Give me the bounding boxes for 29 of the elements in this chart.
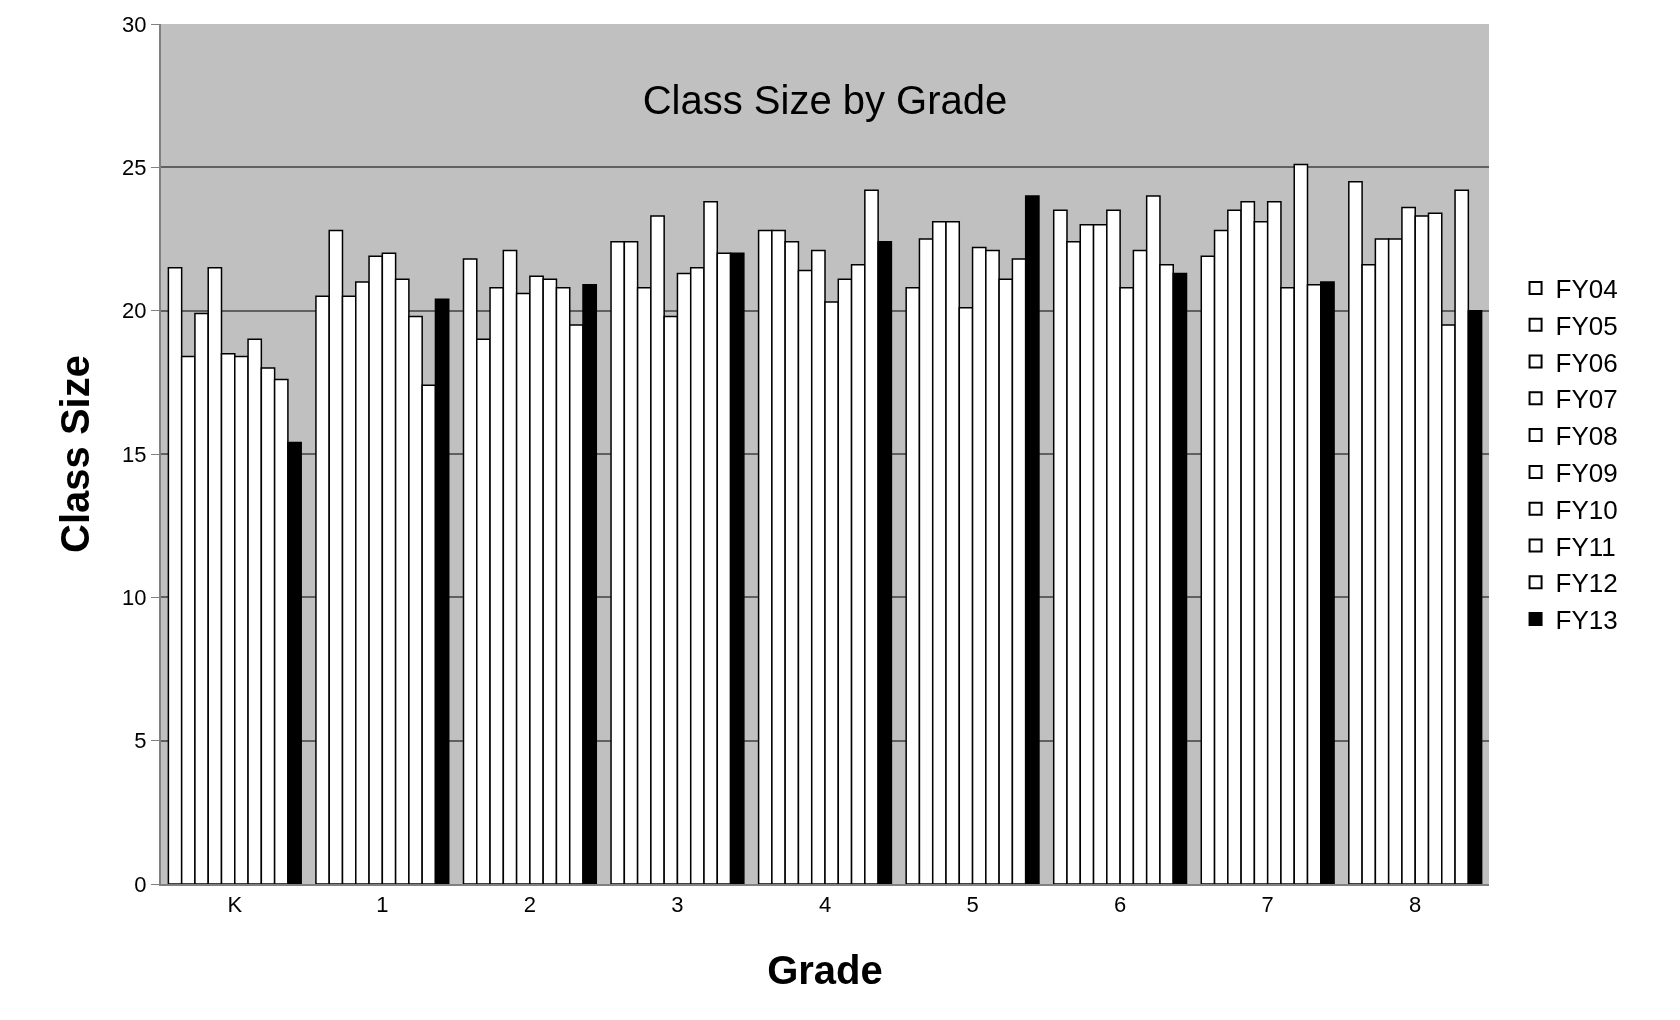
legend-label: FY09 [1555, 458, 1618, 489]
legend-label: FY10 [1555, 494, 1618, 525]
x-tick-label: 1 [376, 892, 389, 918]
x-tick-label: K [227, 892, 243, 918]
y-axis-title: Class Size [53, 355, 98, 553]
y-tick-label: 0 [134, 871, 147, 897]
x-tick-label: 3 [671, 892, 684, 918]
legend-label: FY12 [1555, 568, 1618, 599]
legend-label: FY13 [1555, 605, 1618, 636]
legend-label: FY08 [1555, 421, 1618, 452]
legend-label: FY04 [1555, 274, 1618, 305]
y-tick-label: 25 [122, 155, 147, 181]
x-axis-title: Grade [767, 948, 883, 993]
x-tick-label: 6 [1113, 892, 1127, 918]
x-tick-label: 8 [1409, 892, 1422, 918]
y-tick-label: 10 [122, 585, 147, 611]
x-tick-label: 7 [1261, 892, 1274, 918]
x-tick-label: 2 [523, 892, 537, 918]
y-tick-label: 30 [122, 11, 147, 37]
legend-label: FY06 [1555, 347, 1618, 378]
x-tick-label: 5 [966, 892, 979, 918]
x-tick-label: 4 [818, 892, 832, 918]
y-tick-label: 5 [134, 728, 147, 754]
text: Class Size by Grade [642, 78, 1008, 122]
legend-label: FY11 [1555, 531, 1616, 562]
legend-label: FY07 [1555, 384, 1618, 415]
y-tick-label: 15 [122, 441, 147, 467]
y-tick-label: 20 [122, 298, 147, 324]
legend-label: FY05 [1555, 310, 1618, 341]
